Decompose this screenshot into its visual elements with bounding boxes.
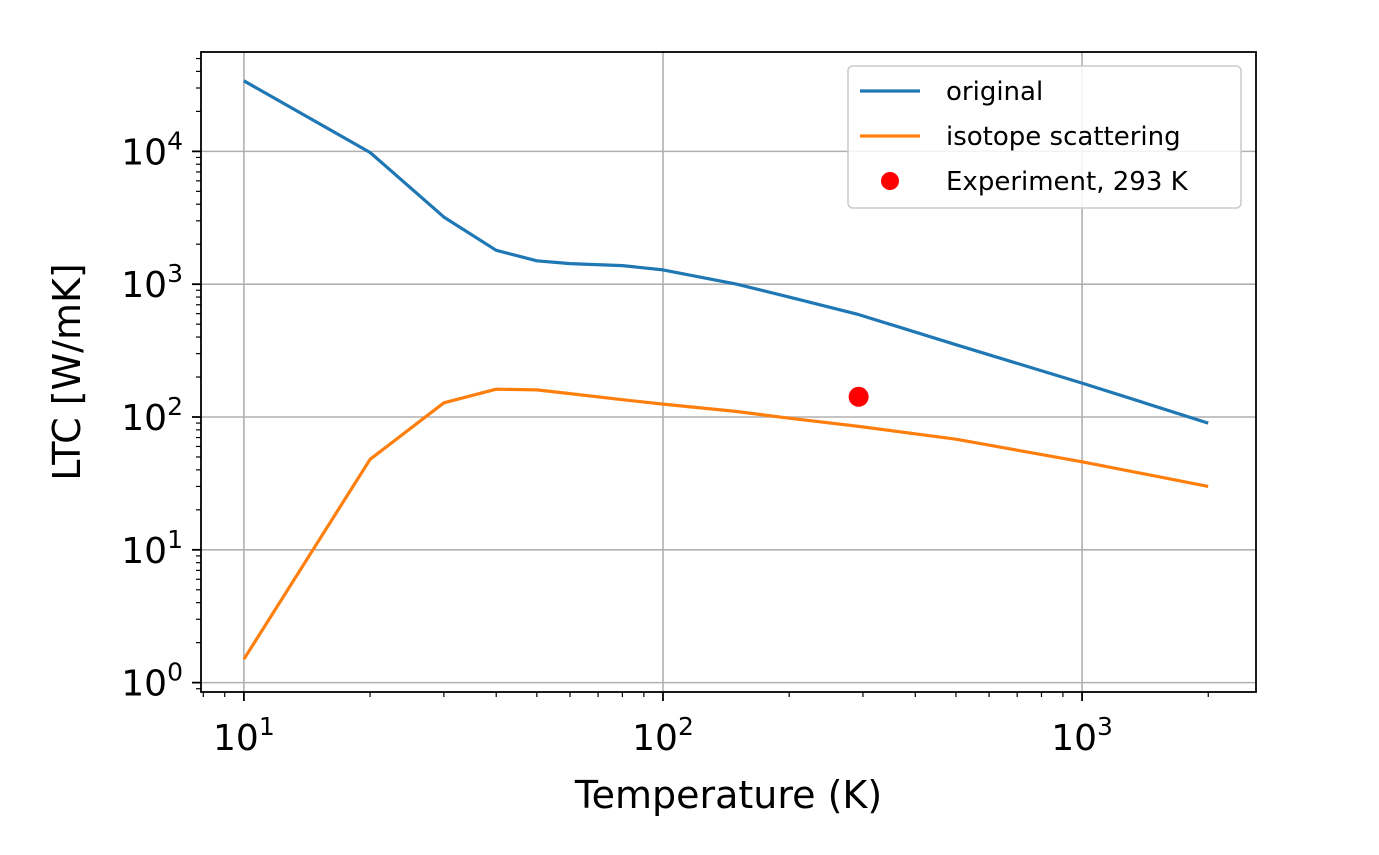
y-tick-label-base: 10 <box>121 398 167 439</box>
x-axis-label: Temperature (K) <box>574 773 882 817</box>
y-axis-label: LTC [W/mK] <box>45 263 89 481</box>
y-tick-label-base: 10 <box>121 132 167 173</box>
x-tick-label-base: 10 <box>213 718 259 759</box>
legend-label-original: original <box>946 77 1043 107</box>
data-point-experiment-293-k <box>848 386 869 407</box>
y-tick-label-exponent: 4 <box>167 126 183 155</box>
y-tick-label-base: 10 <box>121 531 167 572</box>
x-tick-label: 103 <box>1051 712 1113 759</box>
y-tick-label-exponent: 2 <box>167 392 183 421</box>
y-tick-label: 102 <box>121 392 183 439</box>
x-tick-label: 102 <box>632 712 694 759</box>
series-line-original <box>243 79 1209 425</box>
legend-marker-experiment <box>881 172 899 190</box>
y-tick-label: 100 <box>121 658 183 705</box>
legend-label-isotope-scattering: isotope scattering <box>946 122 1181 152</box>
plot-series <box>242 79 1209 661</box>
y-tick-label-exponent: 1 <box>167 525 183 554</box>
y-tick-label-base: 10 <box>121 664 167 705</box>
y-tick-label-base: 10 <box>121 265 167 306</box>
legend-box <box>847 65 1242 209</box>
y-tick-label: 101 <box>121 525 183 572</box>
x-tick-label-base: 10 <box>1051 718 1097 759</box>
x-tick-label-base: 10 <box>632 718 678 759</box>
y-tick-label-exponent: 0 <box>167 658 183 687</box>
x-tick-label-exponent: 2 <box>678 712 694 741</box>
y-tick-label: 103 <box>121 259 183 306</box>
x-tick-label-exponent: 3 <box>1097 712 1113 741</box>
y-tick-label: 104 <box>121 126 183 173</box>
legend-label-experiment: Experiment, 293 K <box>946 167 1189 197</box>
series-line-isotope-scattering <box>242 387 1209 661</box>
legend: original isotope scattering Experiment, … <box>847 65 1242 209</box>
x-tick-label-exponent: 1 <box>259 712 275 741</box>
axis-ticks <box>192 57 1209 701</box>
plot-area-frame <box>200 51 1257 693</box>
y-tick-label-exponent: 3 <box>167 259 183 288</box>
x-tick-label: 101 <box>213 712 275 759</box>
